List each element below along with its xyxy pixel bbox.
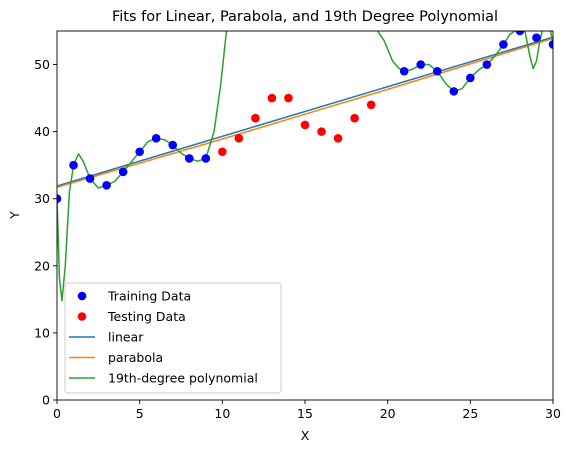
- training-data-point: [432, 66, 442, 76]
- training-data-point: [466, 73, 475, 83]
- testing-data-point: [234, 134, 244, 143]
- legend-marker-testing-data: [77, 312, 87, 321]
- testing-data-point: [218, 147, 227, 157]
- y-tick-label: 40: [34, 124, 50, 139]
- training-data-point: [57, 194, 62, 204]
- x-tick-label: 25: [462, 406, 478, 421]
- y-tick-label: 10: [34, 325, 50, 340]
- training-data-point: [532, 33, 541, 43]
- legend-label-training-data: Training Data: [107, 289, 191, 304]
- training-data-point: [151, 134, 161, 143]
- y-tick-label: 30: [34, 191, 50, 206]
- chart-title: Fits for Linear, Parabola, and 19th Degr…: [112, 9, 498, 25]
- training-data-point: [548, 40, 553, 49]
- legend-label-19th-degree-polynomial: 19th-degree polynomial: [108, 371, 258, 386]
- legend-box: [64, 282, 282, 394]
- x-axis-label: X: [301, 428, 310, 443]
- training-data-point: [201, 154, 211, 163]
- training-data-point: [515, 31, 525, 36]
- series-line-linear: [57, 36, 553, 187]
- training-data-point: [399, 66, 409, 76]
- testing-data-point: [267, 93, 277, 103]
- x-tick-label: 0: [53, 406, 61, 421]
- testing-data-point: [350, 113, 359, 123]
- legend-marker-training-data: [77, 291, 87, 301]
- x-tick-label: 15: [297, 406, 313, 421]
- legend-label-linear: linear: [108, 330, 144, 345]
- x-tick-label: 20: [380, 406, 396, 421]
- testing-data-point: [300, 120, 310, 130]
- x-tick-label: 10: [214, 406, 230, 421]
- x-axis: 0 5 10 15 20 25 30: [53, 400, 561, 421]
- testing-data-point: [284, 93, 293, 103]
- training-data-point: [499, 40, 508, 49]
- y-axis: 0 10 20 30 40 50: [34, 57, 57, 408]
- testing-data-point: [317, 127, 326, 136]
- y-tick-label: 0: [42, 393, 50, 408]
- training-data-point: [449, 87, 459, 96]
- training-data-point: [184, 154, 194, 163]
- x-tick-label: 30: [545, 406, 561, 421]
- y-tick-label: 50: [34, 57, 50, 72]
- training-data-point: [69, 160, 78, 170]
- training-data-point: [482, 60, 492, 69]
- series-line-parabola: [57, 37, 553, 189]
- legend: Training Data Testing Data linear parabola 1…: [64, 282, 282, 394]
- legend-label-testing-data: Testing Data: [107, 309, 186, 324]
- y-tick-label: 20: [34, 258, 50, 273]
- training-data-point: [168, 140, 178, 150]
- training-data-point: [102, 181, 111, 190]
- training-data-point: [85, 174, 95, 183]
- training-data-point: [135, 147, 144, 157]
- testing-data-point: [366, 100, 376, 110]
- x-tick-label: 5: [136, 406, 144, 421]
- testing-data-point: [251, 113, 260, 123]
- legend-label-parabola: parabola: [108, 350, 163, 365]
- plot-area: [57, 31, 553, 302]
- testing-data-point: [333, 134, 343, 143]
- training-data-point: [416, 60, 426, 69]
- training-data-point: [118, 167, 128, 177]
- y-axis-label: Y: [7, 211, 22, 220]
